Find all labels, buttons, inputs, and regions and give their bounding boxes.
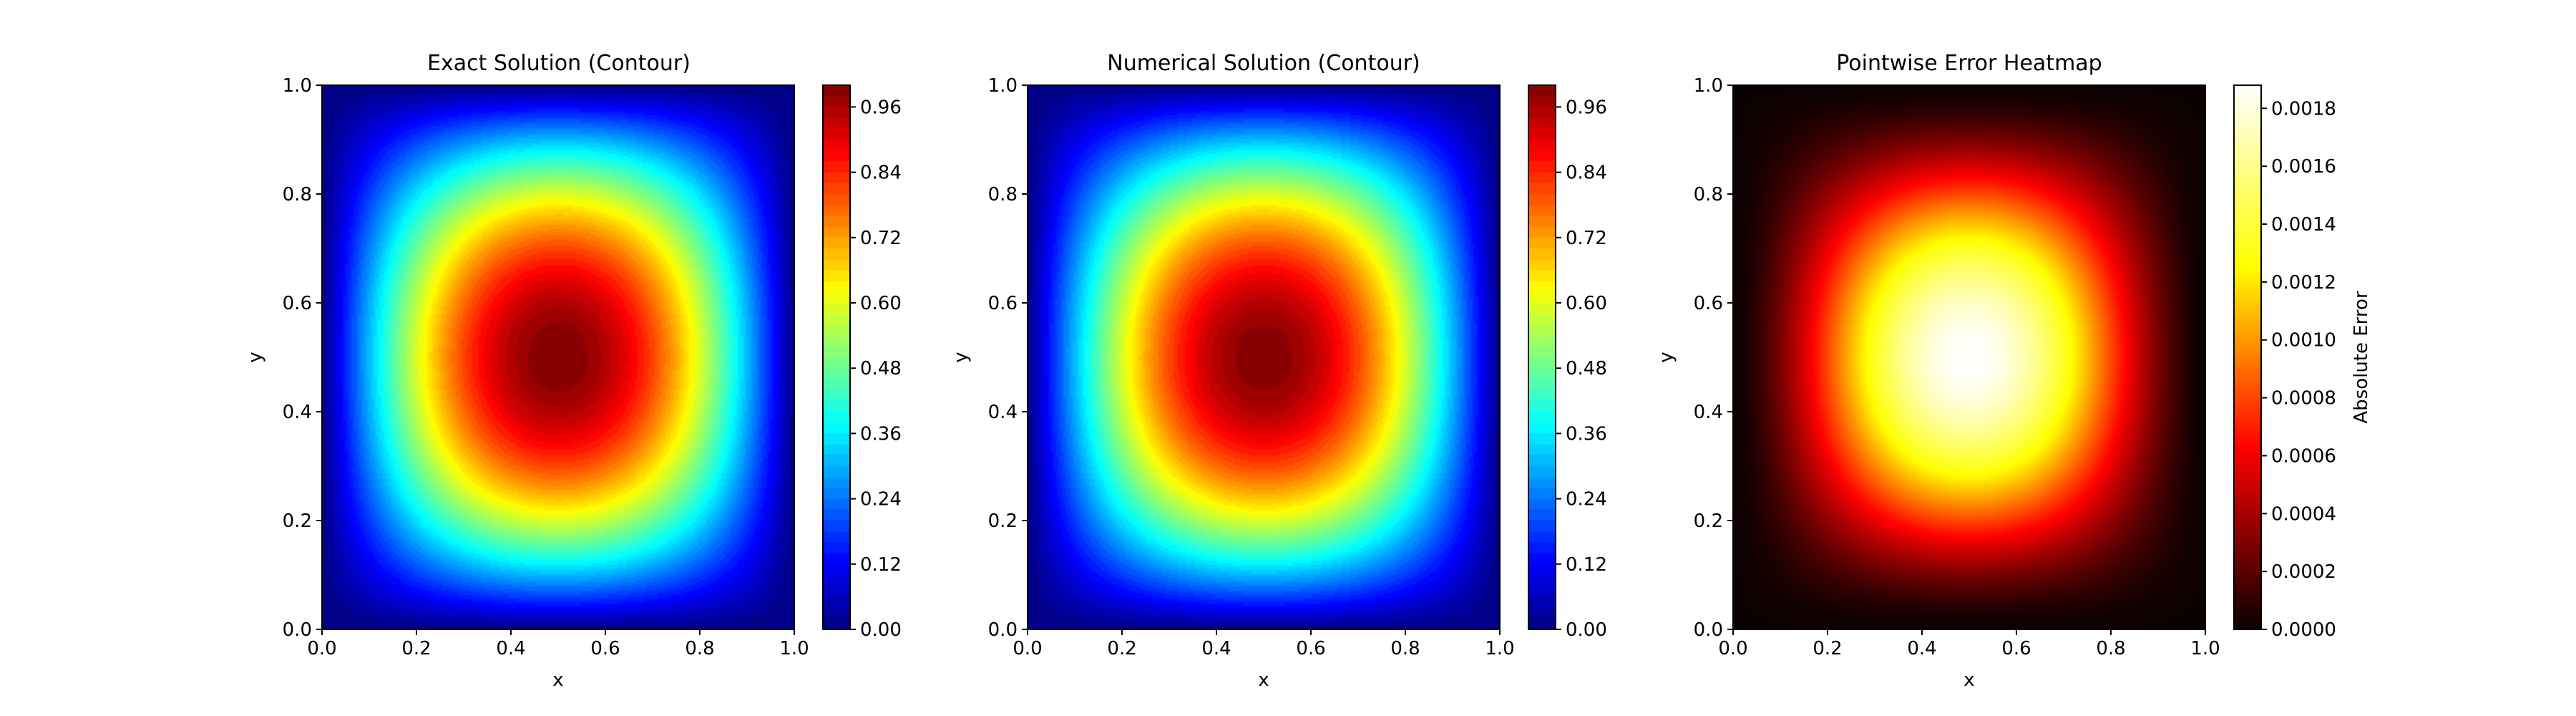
y-tick-label: 0.6 bbox=[1694, 293, 1723, 314]
y-tick-label: 0.2 bbox=[283, 511, 312, 532]
y-tick-label: 0.4 bbox=[1694, 402, 1723, 423]
plot-frame bbox=[321, 84, 795, 630]
y-tick-label: 0.6 bbox=[283, 293, 312, 314]
heatmap-image bbox=[1028, 85, 1500, 629]
x-axis-label: x bbox=[1258, 669, 1269, 691]
x-tick-label: 0.6 bbox=[590, 638, 620, 659]
y-tick-label: 0.4 bbox=[283, 402, 312, 423]
colorbar-ticks: 0.0000 0.0002 0.0004 0.0006 0.0008 0.0010 0.00… bbox=[2261, 98, 2336, 641]
x-tick-label: 0.6 bbox=[1296, 638, 1325, 659]
x-tick-label: 0.8 bbox=[1390, 638, 1420, 659]
x-tick-label: 0.2 bbox=[1107, 638, 1136, 659]
colorbar-image bbox=[823, 85, 850, 629]
panel-numerical: Numerical Solution (Contour) 0.0 0.2 0.4 0.… bbox=[950, 51, 1607, 691]
colorbar-label: Absolute Error bbox=[2351, 291, 2372, 424]
y-ticks: 0.0 0.2 0.4 0.6 0.8 1.0 bbox=[988, 75, 1028, 641]
colorbar-tick-label: 0.0008 bbox=[2271, 388, 2336, 410]
y-axis-label: y bbox=[1656, 352, 1677, 362]
colorbar-tick-label: 0.12 bbox=[860, 554, 902, 576]
colorbar-tick-label: 0.00 bbox=[1566, 619, 1607, 641]
colorbar-tick-label: 0.96 bbox=[860, 97, 902, 118]
y-tick-label: 0.8 bbox=[1694, 184, 1723, 205]
colorbar-tick-label: 0.72 bbox=[860, 228, 902, 249]
y-ticks: 0.0 0.2 0.4 0.6 0.8 1.0 bbox=[1694, 75, 1733, 641]
colorbar-tick-label: 0.0002 bbox=[2271, 561, 2336, 583]
x-tick-label: 1.0 bbox=[1485, 638, 1514, 659]
colorbar-ticks: 0.00 0.12 0.24 0.36 0.48 0.60 0.72 0.84 0.96 bbox=[850, 97, 902, 641]
x-ticks: 0.0 0.2 0.4 0.6 0.8 1.0 bbox=[1013, 629, 1515, 659]
y-tick-label: 1.0 bbox=[988, 75, 1018, 97]
colorbar-image bbox=[1528, 85, 1556, 629]
y-tick-label: 0.8 bbox=[988, 184, 1018, 205]
plot-title: Numerical Solution (Contour) bbox=[1107, 51, 1420, 76]
colorbar-tick-label: 0.00 bbox=[860, 619, 902, 641]
x-axis-label: x bbox=[1963, 669, 1974, 691]
colorbar-tick-label: 0.36 bbox=[1566, 423, 1607, 445]
colorbar-tick-label: 0.72 bbox=[1566, 228, 1607, 249]
colorbar-tick-label: 0.24 bbox=[1566, 489, 1607, 511]
colorbar-tick-label: 0.12 bbox=[1566, 554, 1607, 576]
colorbar-tick-label: 0.48 bbox=[1566, 358, 1607, 379]
heatmap-image bbox=[322, 85, 794, 629]
plot-title: Exact Solution (Contour) bbox=[427, 51, 691, 76]
y-tick-label: 1.0 bbox=[283, 75, 312, 97]
y-axis-label: y bbox=[245, 352, 266, 362]
x-axis-label: x bbox=[552, 669, 563, 691]
plot-title: Pointwise Error Heatmap bbox=[1836, 51, 2102, 76]
x-tick-label: 0.4 bbox=[1907, 638, 1936, 659]
colorbar-tick-label: 0.0004 bbox=[2271, 503, 2336, 525]
x-tick-label: 0.4 bbox=[496, 638, 525, 659]
colorbar-tick-label: 0.48 bbox=[860, 358, 902, 379]
y-tick-label: 0.0 bbox=[283, 619, 312, 641]
plot-frame bbox=[1027, 84, 1501, 630]
x-tick-label: 0.8 bbox=[2096, 638, 2125, 659]
colorbar-tick-label: 0.24 bbox=[860, 489, 902, 511]
x-tick-label: 0.4 bbox=[1201, 638, 1231, 659]
colorbar-frame bbox=[1528, 84, 1556, 630]
x-tick-label: 0.8 bbox=[685, 638, 714, 659]
x-tick-label: 0.0 bbox=[307, 638, 336, 659]
panel-error: Pointwise Error Heatmap 0.0 0.2 0.4 0.6 0.8 1… bbox=[1656, 51, 2372, 691]
heatmap-image bbox=[1733, 85, 2205, 629]
colorbar-tick-label: 0.84 bbox=[1566, 163, 1607, 184]
colorbar-frame bbox=[822, 84, 851, 630]
colorbar-tick-label: 0.0000 bbox=[2271, 619, 2336, 641]
x-tick-label: 1.0 bbox=[2190, 638, 2220, 659]
x-tick-label: 1.0 bbox=[779, 638, 809, 659]
colorbar-tick-label: 0.60 bbox=[860, 293, 902, 314]
colorbar-ticks: 0.00 0.12 0.24 0.36 0.48 0.60 0.72 0.84 0.96 bbox=[1556, 97, 1607, 641]
colorbar-tick-label: 0.0006 bbox=[2271, 445, 2336, 467]
colorbar-tick-label: 0.0018 bbox=[2271, 98, 2336, 120]
x-tick-label: 0.0 bbox=[1718, 638, 1747, 659]
y-axis-label: y bbox=[950, 352, 972, 362]
x-tick-label: 0.6 bbox=[2001, 638, 2031, 659]
y-tick-label: 1.0 bbox=[1694, 75, 1723, 97]
x-tick-label: 0.2 bbox=[1813, 638, 1842, 659]
colorbar-tick-label: 0.0010 bbox=[2271, 330, 2336, 352]
colorbar-tick-label: 0.0014 bbox=[2271, 214, 2336, 236]
colorbar-tick-label: 0.60 bbox=[1566, 293, 1607, 314]
y-tick-label: 0.8 bbox=[283, 184, 312, 205]
colorbar-tick-label: 0.96 bbox=[1566, 97, 1607, 118]
plot-frame bbox=[1732, 84, 2206, 630]
y-ticks: 0.0 0.2 0.4 0.6 0.8 1.0 bbox=[283, 75, 322, 641]
y-tick-label: 0.2 bbox=[988, 511, 1018, 532]
x-ticks: 0.0 0.2 0.4 0.6 0.8 1.0 bbox=[307, 629, 809, 659]
panel-exact: Exact Solution (Contour) 0.0 0.2 0.4 0.6 0.8… bbox=[245, 51, 902, 691]
y-tick-label: 0.4 bbox=[988, 402, 1018, 423]
colorbar-tick-label: 0.0016 bbox=[2271, 156, 2336, 178]
colorbar-tick-label: 0.36 bbox=[860, 423, 902, 445]
x-tick-label: 0.2 bbox=[401, 638, 431, 659]
colorbar-tick-label: 0.84 bbox=[860, 163, 902, 184]
y-tick-label: 0.0 bbox=[1694, 619, 1723, 641]
colorbar-frame bbox=[2233, 84, 2262, 630]
x-tick-label: 0.0 bbox=[1013, 638, 1042, 659]
colorbar-image bbox=[2234, 85, 2261, 629]
y-tick-label: 0.6 bbox=[988, 293, 1018, 314]
colorbar-tick-label: 0.0012 bbox=[2271, 272, 2336, 294]
y-tick-label: 0.2 bbox=[1694, 511, 1723, 532]
y-tick-label: 0.0 bbox=[988, 619, 1018, 641]
x-ticks: 0.0 0.2 0.4 0.6 0.8 1.0 bbox=[1718, 629, 2220, 659]
